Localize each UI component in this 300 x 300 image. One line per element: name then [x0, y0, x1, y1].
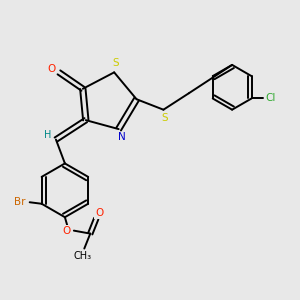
Text: O: O — [95, 208, 103, 218]
Text: H: H — [44, 130, 51, 140]
Text: O: O — [47, 64, 56, 74]
Text: S: S — [112, 58, 119, 68]
Text: Br: Br — [14, 197, 26, 207]
Text: CH₃: CH₃ — [74, 251, 92, 261]
Text: N: N — [118, 133, 125, 142]
Text: S: S — [162, 113, 168, 123]
Text: O: O — [62, 226, 70, 236]
Text: Cl: Cl — [266, 94, 276, 103]
